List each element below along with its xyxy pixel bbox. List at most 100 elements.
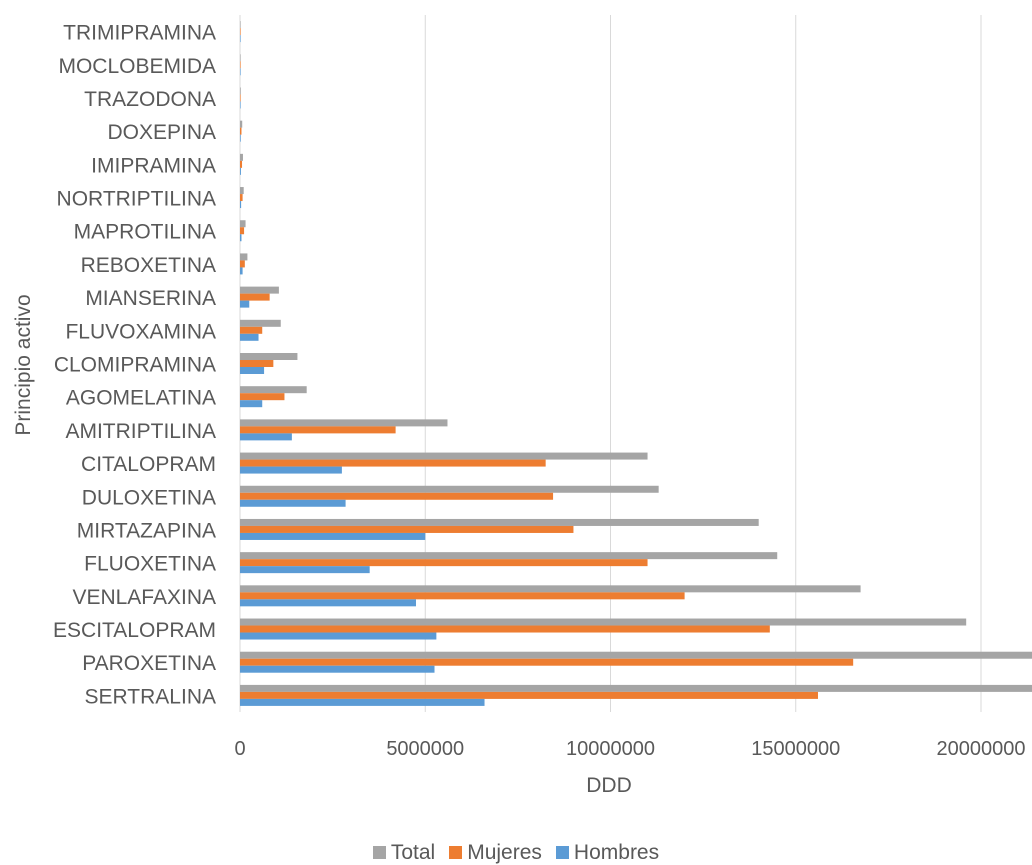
bar-total xyxy=(240,452,648,460)
bar-mujeres xyxy=(240,459,546,467)
legend-swatch xyxy=(372,846,386,859)
bar-total xyxy=(240,353,298,360)
legend-item-hombres: Hombres xyxy=(555,840,660,865)
category-label: MIANSERINA xyxy=(85,287,216,310)
x-axis-title: DDD xyxy=(586,774,632,797)
category-label: NORTRIPTILINA xyxy=(57,188,216,211)
bar-mujeres xyxy=(240,559,648,567)
bar-mujeres xyxy=(240,658,854,666)
y-axis-title: Principio activo xyxy=(12,294,35,435)
bar-mujeres xyxy=(240,393,285,401)
bar-hombres xyxy=(240,532,426,540)
bar-mujeres xyxy=(240,360,274,367)
x-tick-label: 10000000 xyxy=(566,738,655,760)
bar-total xyxy=(240,585,861,593)
bars xyxy=(240,21,1032,706)
bar-total xyxy=(240,552,778,560)
legend: Total Mujeres Hombres xyxy=(0,840,1032,865)
bar-total xyxy=(240,120,243,128)
bar-total xyxy=(240,684,1032,692)
bar-mujeres xyxy=(240,492,554,500)
category-label: PAROXETINA xyxy=(82,652,216,675)
bar-total xyxy=(240,419,448,427)
bar-total xyxy=(240,220,246,228)
category-label: ESCITALOPRAM xyxy=(53,619,216,642)
bar-total xyxy=(240,386,307,394)
bar-total xyxy=(240,21,241,29)
legend-label: Mujeres xyxy=(467,840,542,864)
category-label: IMIPRAMINA xyxy=(91,154,216,177)
x-tick-label: 20000000 xyxy=(937,738,1026,760)
category-label: TRAZODONA xyxy=(84,88,216,111)
bar-hombres xyxy=(240,333,259,341)
x-tick-labels: 0500000010000000150000002000000025000000 xyxy=(234,738,1026,760)
bar-total xyxy=(240,286,279,294)
category-label: AGOMELATINA xyxy=(66,387,216,410)
bar-hombres xyxy=(240,499,346,507)
bar-hombres xyxy=(240,68,241,76)
legend-swatch xyxy=(555,846,569,859)
category-label: REBOXETINA xyxy=(81,254,216,277)
bar-hombres xyxy=(240,167,241,175)
bar-hombres xyxy=(240,400,263,408)
bar-total xyxy=(240,618,967,626)
bar-mujeres xyxy=(240,592,685,600)
bar-total xyxy=(240,187,244,195)
bar-hombres xyxy=(240,201,242,209)
bar-total xyxy=(240,54,241,62)
bar-total xyxy=(240,518,759,526)
bar-chart: SERTRALINA PAROXETINA ESCITALOPRAM VENLAFAX… xyxy=(12,15,1032,797)
bar-mujeres xyxy=(240,326,263,334)
bar-total xyxy=(240,319,281,327)
bar-hombres xyxy=(240,466,342,474)
bar-mujeres xyxy=(240,691,818,699)
bar-hombres xyxy=(240,101,241,109)
category-label: FLUOXETINA xyxy=(84,553,216,576)
bar-total xyxy=(240,153,243,161)
bar-hombres xyxy=(240,433,292,441)
category-label: TRIMIPRAMINA xyxy=(63,22,216,45)
bar-hombres xyxy=(240,566,370,574)
bar-mujeres xyxy=(240,625,770,633)
bar-hombres xyxy=(240,632,437,640)
category-labels: SERTRALINA PAROXETINA ESCITALOPRAM VENLAFAX… xyxy=(53,22,216,709)
category-label: FLUVOXAMINA xyxy=(65,320,216,343)
category-label: SERTRALINA xyxy=(85,685,217,708)
bar-hombres xyxy=(240,300,250,308)
bar-hombres xyxy=(240,267,243,275)
bar-mujeres xyxy=(240,160,243,168)
x-tick-label: 0 xyxy=(234,738,245,760)
bar-hombres xyxy=(240,234,242,242)
bar-mujeres xyxy=(240,194,243,202)
bar-mujeres xyxy=(240,61,241,69)
bar-mujeres xyxy=(240,94,241,102)
x-tick-label: 15000000 xyxy=(751,738,840,760)
bar-hombres xyxy=(240,665,435,673)
bar-hombres xyxy=(240,367,265,374)
x-tick-label: 5000000 xyxy=(386,738,464,760)
category-label: CITALOPRAM xyxy=(81,453,216,476)
bar-total xyxy=(240,87,241,95)
bar-mujeres xyxy=(240,28,241,36)
category-label: VENLAFAXINA xyxy=(72,586,216,609)
bar-mujeres xyxy=(240,260,245,268)
category-label: MIRTAZAPINA xyxy=(77,519,216,542)
legend-item-mujeres: Mujeres xyxy=(449,841,542,865)
bar-hombres xyxy=(240,35,241,43)
category-label: MAPROTILINA xyxy=(74,221,216,244)
bar-total xyxy=(240,485,659,493)
legend-label: Hombres xyxy=(573,840,660,864)
bar-hombres xyxy=(240,134,241,142)
category-label: DOXEPINA xyxy=(107,121,216,144)
bar-mujeres xyxy=(240,426,396,434)
legend-item-total: Total xyxy=(372,840,436,865)
gridlines xyxy=(239,15,982,712)
bar-hombres xyxy=(240,698,485,706)
bar-mujeres xyxy=(240,227,245,235)
bar-mujeres xyxy=(240,293,270,301)
bar-hombres xyxy=(240,599,416,607)
legend-swatch xyxy=(449,846,463,859)
legend-label: Total xyxy=(390,840,436,864)
category-label: AMITRIPTILINA xyxy=(65,420,216,443)
category-label: MOCLOBEMIDA xyxy=(58,55,216,78)
